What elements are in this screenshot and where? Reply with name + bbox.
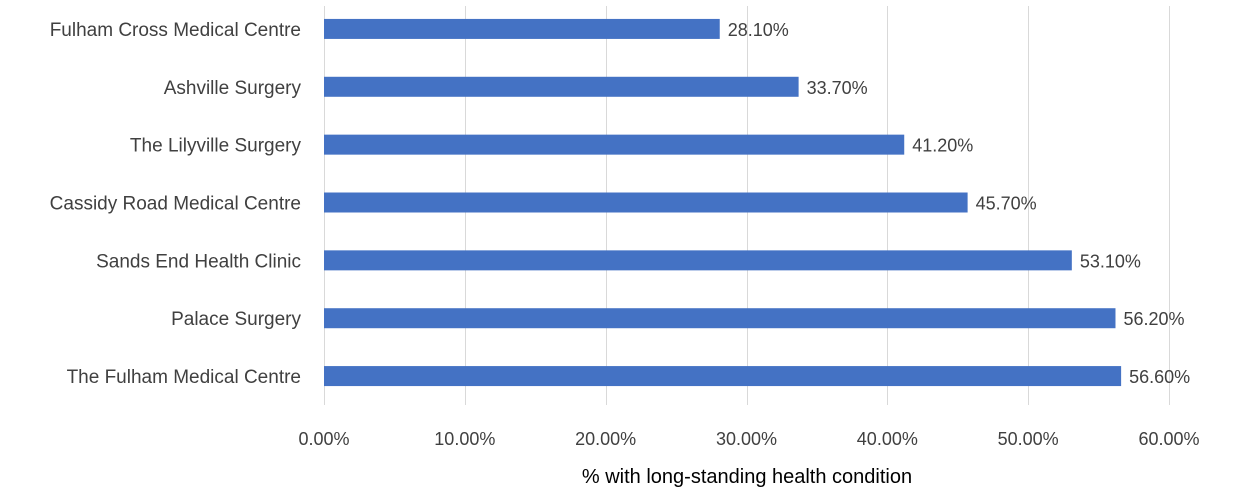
category-label: The Fulham Medical Centre bbox=[67, 367, 301, 388]
data-label: 28.10% bbox=[728, 20, 789, 40]
data-label: 41.20% bbox=[912, 136, 973, 156]
bar bbox=[324, 308, 1116, 329]
bar bbox=[324, 18, 720, 39]
data-label: 33.70% bbox=[807, 78, 868, 98]
data-label: 45.70% bbox=[976, 194, 1037, 214]
x-tick-label: 30.00% bbox=[716, 429, 777, 449]
category-label: Fulham Cross Medical Centre bbox=[50, 20, 301, 41]
category-label: Palace Surgery bbox=[171, 309, 301, 330]
bars bbox=[324, 18, 1122, 387]
x-axis-title: % with long-standing health condition bbox=[582, 466, 912, 488]
data-label: 53.10% bbox=[1080, 251, 1141, 271]
category-label: Sands End Health Clinic bbox=[96, 251, 301, 272]
bar bbox=[324, 134, 905, 155]
bar bbox=[324, 76, 799, 97]
data-label: 56.20% bbox=[1123, 309, 1184, 329]
x-tick-label: 10.00% bbox=[434, 429, 495, 449]
x-tick-label: 20.00% bbox=[575, 429, 636, 449]
category-label: The Lilyville Surgery bbox=[130, 136, 302, 157]
x-tick-labels: 0.00% 10.00% 20.00% 30.00% 40.00% 50.00% 60.00… bbox=[298, 429, 1199, 449]
category-label: Ashville Surgery bbox=[164, 78, 302, 99]
category-label: Cassidy Road Medical Centre bbox=[50, 194, 301, 215]
x-tick-label: 50.00% bbox=[998, 429, 1059, 449]
category-labels: Fulham Cross Medical Centre Ashville Surg… bbox=[50, 20, 302, 388]
bar bbox=[324, 250, 1072, 271]
bar bbox=[324, 192, 968, 213]
x-tick-label: 0.00% bbox=[298, 429, 349, 449]
bar bbox=[324, 366, 1122, 387]
x-tick-label: 60.00% bbox=[1138, 429, 1199, 449]
data-labels: 28.10% 33.70% 41.20% 45.70% 53.10% 56.20% 56.6… bbox=[728, 20, 1190, 387]
data-label: 56.60% bbox=[1129, 367, 1190, 387]
x-tick-label: 40.00% bbox=[857, 429, 918, 449]
